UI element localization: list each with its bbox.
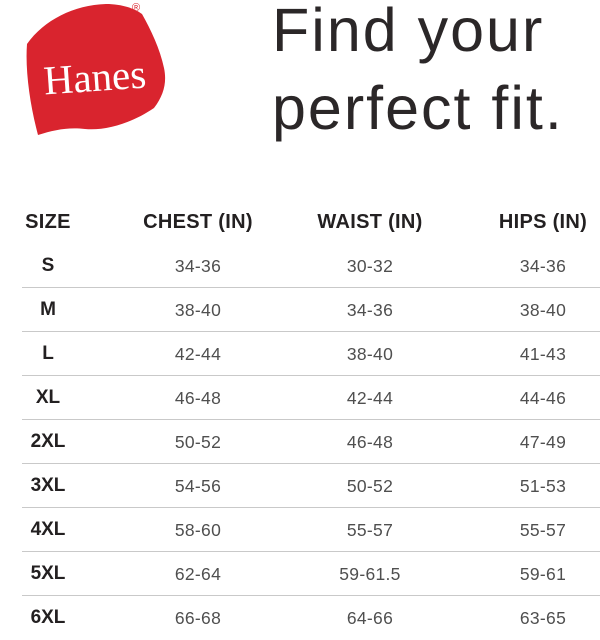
- chest-value: 42-44: [174, 343, 222, 364]
- waist-value: 50-52: [346, 475, 394, 496]
- hips-value: 38-40: [519, 299, 567, 320]
- hips-value: 47-49: [519, 431, 567, 452]
- size-value: XL: [35, 387, 61, 408]
- chest-value: 58-60: [174, 519, 222, 540]
- waist-value: 34-36: [346, 299, 394, 320]
- size-value: L: [42, 343, 54, 364]
- waist-value: 30-32: [346, 255, 394, 276]
- size-value: 2XL: [30, 431, 66, 452]
- hips-value: 34-36: [519, 255, 567, 276]
- table-row-6xl: 6XL 66-68 64-66 63-65: [0, 596, 600, 640]
- table-row-4xl: 4XL 58-60 55-57 55-57: [0, 508, 600, 552]
- waist-value: 64-66: [346, 607, 394, 628]
- size-value: 5XL: [30, 563, 66, 584]
- chest-value: 66-68: [174, 607, 222, 628]
- waist-value: 59-61.5: [339, 563, 401, 584]
- table-row-l: L 42-44 38-40 41-43: [0, 332, 600, 376]
- chest-value: 46-48: [174, 387, 222, 408]
- hanes-flag-logo: Hanes ®: [26, 2, 166, 135]
- table-row-3xl: 3XL 54-56 50-52 51-53: [0, 464, 600, 508]
- waist-value: 42-44: [346, 387, 394, 408]
- size-value: M: [40, 299, 56, 320]
- size-value: 3XL: [30, 475, 66, 496]
- chest-value: 38-40: [174, 299, 222, 320]
- table-row-5xl: 5XL 62-64 59-61.5 59-61: [0, 552, 600, 596]
- chest-value: 54-56: [174, 475, 222, 496]
- waist-value: 38-40: [346, 343, 394, 364]
- hips-value: 59-61: [519, 563, 567, 584]
- header-area: Hanes ® Find your perfect fit.: [0, 0, 600, 190]
- page-title: Find your perfect fit.: [272, 0, 564, 147]
- title-line-1: Find your: [272, 0, 545, 64]
- size-value: S: [41, 255, 55, 276]
- size-value: 4XL: [30, 519, 66, 540]
- table-row-2xl: 2XL 50-52 46-48 47-49: [0, 420, 600, 464]
- size-chart-table: SIZE CHEST (IN) WAIST (IN) HIPS (IN) S 3…: [0, 200, 600, 640]
- chest-value: 34-36: [174, 255, 222, 276]
- title-line-2: perfect fit.: [272, 74, 564, 142]
- hips-value: 51-53: [519, 475, 567, 496]
- chest-value: 50-52: [174, 431, 222, 452]
- column-header-waist: WAIST (IN): [317, 210, 423, 233]
- size-value: 6XL: [30, 607, 66, 628]
- hips-value: 55-57: [519, 519, 567, 540]
- flag-shape: [26, 4, 166, 135]
- column-header-size: SIZE: [25, 210, 71, 233]
- table-header-row: SIZE CHEST (IN) WAIST (IN) HIPS (IN): [0, 200, 600, 244]
- hips-value: 63-65: [519, 607, 567, 628]
- table-row-m: M 38-40 34-36 38-40: [0, 288, 600, 332]
- column-header-hips: HIPS (IN): [498, 210, 588, 233]
- column-header-chest: CHEST (IN): [143, 210, 253, 233]
- hanes-logo: Hanes ®: [18, 2, 170, 142]
- registered-trademark-icon: ®: [132, 2, 140, 14]
- waist-value: 55-57: [346, 519, 394, 540]
- table-row-s: S 34-36 30-32 34-36: [0, 244, 600, 288]
- hips-value: 41-43: [519, 343, 567, 364]
- hips-value: 44-46: [519, 387, 567, 408]
- table-row-xl: XL 46-48 42-44 44-46: [0, 376, 600, 420]
- brand-wordmark: Hanes: [42, 50, 147, 103]
- waist-value: 46-48: [346, 431, 394, 452]
- chest-value: 62-64: [174, 563, 222, 584]
